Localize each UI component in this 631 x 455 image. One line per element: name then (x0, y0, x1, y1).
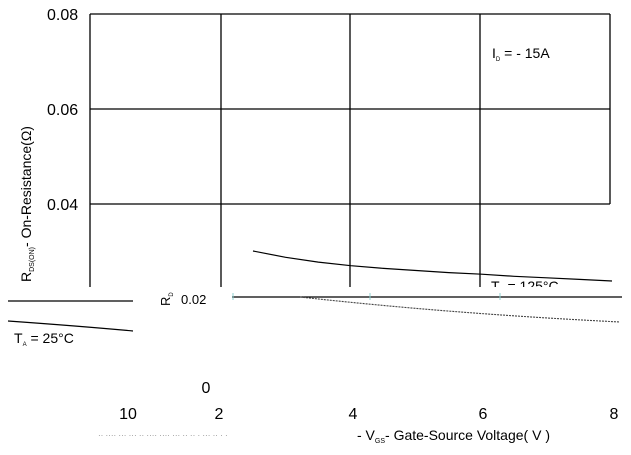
x-axis-title-subscript: GS (375, 438, 385, 445)
y-tick-label: 0.08 (47, 7, 78, 24)
overlay-y-tick-label: 0.02 (181, 292, 206, 307)
x-tick-label: 2 (215, 406, 224, 423)
y-axis-title: RDS(ON)- On-Resistance(Ω) (18, 126, 36, 282)
series-line-125c (253, 251, 612, 281)
y-axis-title-symbol: R (18, 272, 34, 282)
drain-current-label: ID = - 15A (492, 45, 550, 63)
rd-fragment-subscript: D (169, 292, 175, 297)
temp-25-value: = 25°C (27, 330, 74, 346)
x-tick-label: 8 (610, 406, 619, 423)
y-tick-labels: 0.04 0.06 0.08 (47, 7, 78, 214)
series-layer (253, 251, 612, 281)
x-axis-title-symbol: - V (357, 427, 376, 443)
y-axis-title-text: - On-Resistance(Ω) (18, 126, 34, 247)
y-axis-title-subscript: DS(ON) (29, 247, 36, 272)
rd-fragment-symbol: R (158, 297, 173, 306)
x-tick-labels: 2 4 6 8 (215, 406, 619, 423)
stray-ten-label: 10 (119, 406, 137, 423)
x-axis-title-text: - Gate-Source Voltage( V ) (385, 427, 550, 443)
stray-zero-label: 0 (202, 380, 211, 397)
x-axis-title: - VGS- Gate-Source Voltage( V ) (357, 427, 550, 445)
drain-current-value: = - 15A (500, 45, 550, 61)
overlay-strip-bg (0, 287, 631, 343)
x-tick-label: 6 (479, 406, 488, 423)
scan-noise: ·· ···· ··· ··· ·· ···· ···· ··· ·· ·· ·… (98, 431, 228, 440)
y-tick-label: 0.04 (47, 197, 78, 214)
x-tick-label: 4 (349, 406, 358, 423)
y-tick-label: 0.06 (47, 102, 78, 119)
